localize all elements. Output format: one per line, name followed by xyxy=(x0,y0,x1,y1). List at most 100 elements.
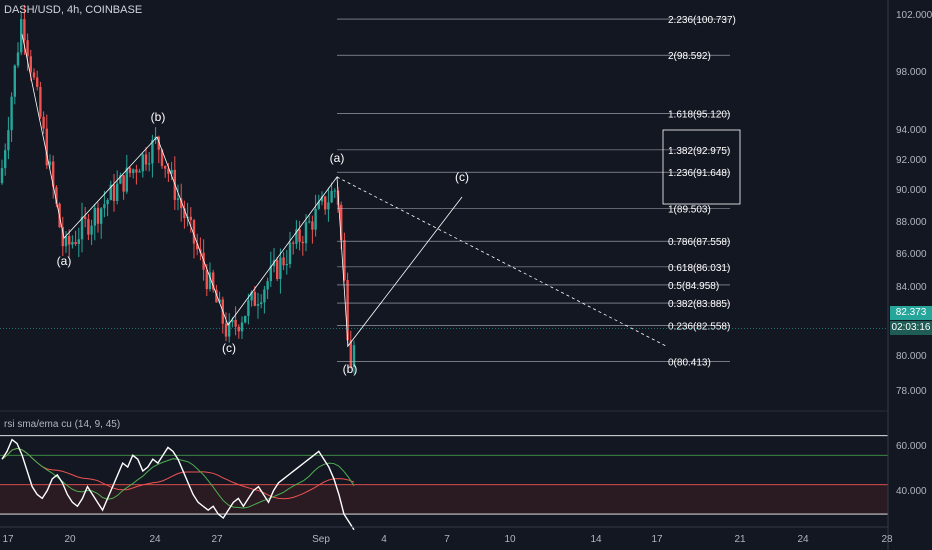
candle xyxy=(128,166,132,178)
candle-body xyxy=(144,154,148,165)
candle xyxy=(135,164,138,185)
wave-lines: (a) (b) (c) (a) (b) (c) xyxy=(21,33,667,376)
candle-body xyxy=(215,289,218,303)
candle-body xyxy=(112,184,116,201)
time-tick-label: 4 xyxy=(381,534,387,545)
candle-body xyxy=(285,263,288,266)
time-tick-label: 17 xyxy=(2,534,14,545)
time-tick-label: Sep xyxy=(312,534,330,545)
fib-level-label: 0.618(86.031) xyxy=(668,263,730,274)
candle-body xyxy=(93,207,96,226)
candle-body xyxy=(228,322,231,337)
candle-body xyxy=(132,169,135,173)
candle xyxy=(247,293,250,325)
candle-body xyxy=(96,207,100,224)
candle xyxy=(13,64,16,105)
projection-dashed-line xyxy=(336,176,667,347)
candle xyxy=(157,135,160,164)
candle xyxy=(106,198,109,217)
price-tick-label: 92.000 xyxy=(896,155,927,166)
time-tick-label: 20 xyxy=(64,534,76,545)
candle xyxy=(87,214,90,241)
candle xyxy=(228,313,231,343)
candle xyxy=(68,229,71,258)
time-tick-label: 21 xyxy=(734,534,746,545)
candle-body xyxy=(282,257,285,266)
candle xyxy=(45,114,48,169)
candle xyxy=(330,182,333,204)
candle xyxy=(90,219,93,246)
candle xyxy=(7,116,10,160)
candle-body xyxy=(116,183,119,201)
fib-level-label: 1.236(91.648) xyxy=(668,168,730,179)
candle xyxy=(189,207,192,233)
candle xyxy=(266,277,269,299)
candle-body xyxy=(52,161,55,188)
candle xyxy=(263,285,266,314)
fib-level-label: 0.786(87.558) xyxy=(668,237,730,248)
candle-body xyxy=(269,266,272,282)
candle-body xyxy=(48,161,52,166)
candle xyxy=(272,248,276,273)
candle xyxy=(320,191,324,206)
candle xyxy=(170,161,173,181)
candle-body xyxy=(240,322,244,332)
candle-body xyxy=(250,291,253,301)
time-tick-label: 7 xyxy=(444,534,450,545)
candle xyxy=(39,81,42,120)
candle-body xyxy=(205,269,208,290)
candle-body xyxy=(0,168,4,184)
wave-label: (c) xyxy=(222,341,236,355)
candle-body xyxy=(45,128,48,166)
price-tick-label: 102.000 xyxy=(896,10,932,21)
candle xyxy=(112,174,116,212)
candle-body xyxy=(196,243,199,250)
candle-body xyxy=(176,198,180,200)
candle-body xyxy=(304,222,308,244)
candle xyxy=(74,230,77,246)
candle xyxy=(352,340,356,374)
candle-body xyxy=(333,190,336,192)
candle xyxy=(164,165,167,178)
candle-body xyxy=(183,208,186,219)
candle xyxy=(192,218,196,259)
candle xyxy=(20,11,23,56)
time-tick-label: 14 xyxy=(590,534,602,545)
candle xyxy=(103,190,106,218)
candle xyxy=(260,294,263,309)
candle xyxy=(301,235,304,256)
candle-body xyxy=(109,184,112,201)
candle xyxy=(32,68,36,81)
wave-label: (a) xyxy=(330,151,345,165)
candle xyxy=(292,240,295,255)
candle xyxy=(144,147,148,171)
candle xyxy=(314,194,317,237)
candle xyxy=(176,184,180,211)
candle-body xyxy=(164,165,167,169)
candle-body xyxy=(68,235,71,245)
wave-label: (b) xyxy=(343,362,358,376)
time-tick-label: 17 xyxy=(651,534,663,545)
fib-level-label: 0.5(84.958) xyxy=(668,281,719,292)
candle xyxy=(282,252,285,271)
candle-body xyxy=(138,171,141,173)
candle xyxy=(48,154,52,169)
candle-body xyxy=(151,140,154,164)
candle-body xyxy=(84,216,87,219)
candle xyxy=(93,203,96,241)
candle-body xyxy=(212,272,215,290)
candle xyxy=(160,148,164,169)
candle-body xyxy=(103,204,106,209)
fib-levels: 2.236(100.737) 2(98.592) 1.618(95.120) 1.38… xyxy=(337,15,741,369)
rsi-oversold-zone xyxy=(0,484,888,515)
candle xyxy=(154,127,157,145)
candle xyxy=(285,250,288,275)
candle-body xyxy=(208,272,212,290)
candle xyxy=(52,155,55,199)
time-tick-label: 10 xyxy=(504,534,516,545)
candle-body xyxy=(29,56,32,73)
candle xyxy=(240,316,244,340)
candle xyxy=(256,292,260,319)
wave-label: (a) xyxy=(57,254,72,268)
